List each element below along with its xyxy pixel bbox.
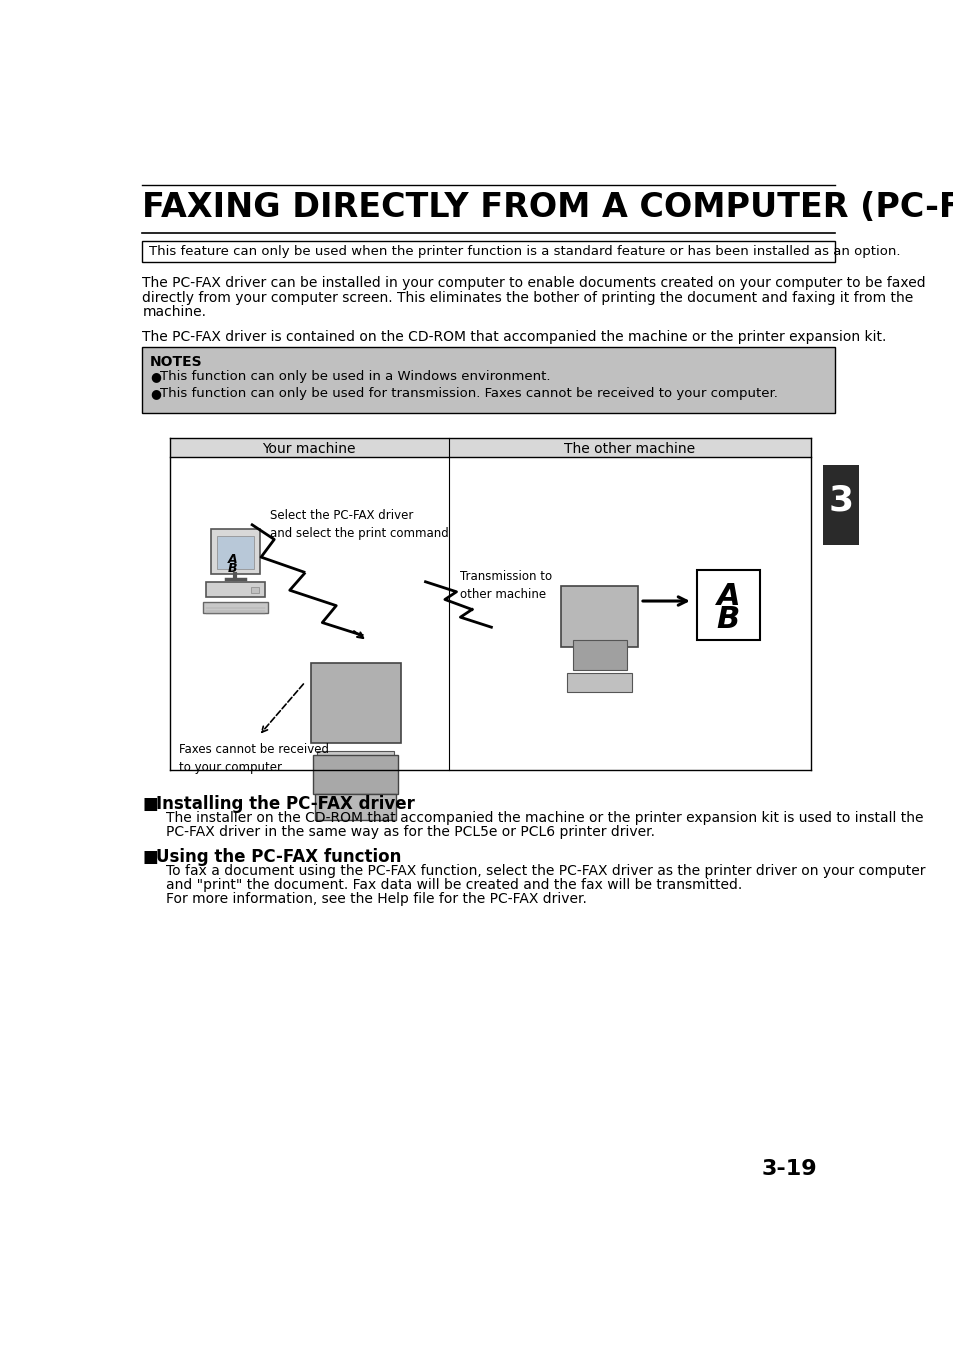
Bar	[315, 793, 395, 820]
Bar	[142, 347, 835, 413]
Text: Faxes cannot be received
to your computer.: Faxes cannot be received to your compute…	[179, 743, 329, 774]
Text: For more information, see the Help file for the PC-FAX driver.: For more information, see the Help file …	[166, 892, 586, 907]
Text: NOTES: NOTES	[150, 354, 203, 369]
Bar	[696, 570, 760, 639]
Bar	[567, 673, 632, 692]
Text: This function can only be used for transmission. Faxes cannot be received to you: This function can only be used for trans…	[159, 386, 777, 400]
Text: This function can only be used in a Windows environment.: This function can only be used in a Wind…	[159, 370, 550, 384]
Text: A: A	[228, 553, 237, 566]
Bar	[311, 662, 400, 743]
Bar	[313, 755, 397, 793]
Text: 3: 3	[827, 484, 852, 517]
Text: B: B	[228, 562, 237, 574]
Text: PC-FAX driver in the same way as for the PCL5e or PCL6 printer driver.: PC-FAX driver in the same way as for the…	[166, 825, 654, 839]
Text: directly from your computer screen. This eliminates the bother of printing the d: directly from your computer screen. This…	[142, 290, 913, 305]
Bar	[316, 751, 394, 763]
Text: Transmission to
other machine: Transmission to other machine	[460, 570, 552, 601]
Text: Installing the PC-FAX driver: Installing the PC-FAX driver	[155, 794, 415, 813]
Bar	[560, 585, 638, 647]
Text: The other machine: The other machine	[564, 442, 695, 455]
Bar	[822, 465, 858, 544]
Text: FAXING DIRECTLY FROM A COMPUTER (PC-FAX FUNCTION): FAXING DIRECTLY FROM A COMPUTER (PC-FAX …	[142, 192, 953, 224]
Bar	[572, 639, 626, 670]
Text: machine.: machine.	[142, 305, 206, 319]
Text: ■: ■	[142, 848, 158, 866]
Text: The PC-FAX driver can be installed in your computer to enable documents created : The PC-FAX driver can be installed in yo…	[142, 276, 925, 290]
Bar	[170, 438, 810, 457]
Text: Your machine: Your machine	[262, 442, 355, 455]
Text: Using the PC-FAX function: Using the PC-FAX function	[155, 848, 400, 866]
Text: 3-19: 3-19	[760, 1159, 816, 1178]
Text: ■: ■	[142, 794, 158, 813]
Text: ●: ●	[150, 386, 161, 400]
Text: B: B	[716, 605, 740, 634]
Bar	[142, 242, 835, 262]
Text: A: A	[716, 582, 740, 611]
Bar	[251, 588, 258, 593]
Text: The installer on the CD-ROM that accompanied the machine or the printer expansio: The installer on the CD-ROM that accompa…	[166, 811, 923, 825]
Text: ●: ●	[150, 370, 161, 384]
Text: and "print" the document. Fax data will be created and the fax will be transmitt: and "print" the document. Fax data will …	[166, 878, 741, 892]
Bar	[211, 530, 260, 574]
Text: The PC-FAX driver is contained on the CD-ROM that accompanied the machine or the: The PC-FAX driver is contained on the CD…	[142, 330, 886, 345]
Text: Select the PC-FAX driver
and select the print command: Select the PC-FAX driver and select the …	[270, 508, 449, 539]
Bar	[203, 601, 268, 612]
Text: This feature can only be used when the printer function is a standard feature or: This feature can only be used when the p…	[149, 245, 900, 258]
Bar	[206, 582, 265, 597]
Bar	[216, 535, 253, 570]
Text: To fax a document using the PC-FAX function, select the PC-FAX driver as the pri: To fax a document using the PC-FAX funct…	[166, 865, 924, 878]
